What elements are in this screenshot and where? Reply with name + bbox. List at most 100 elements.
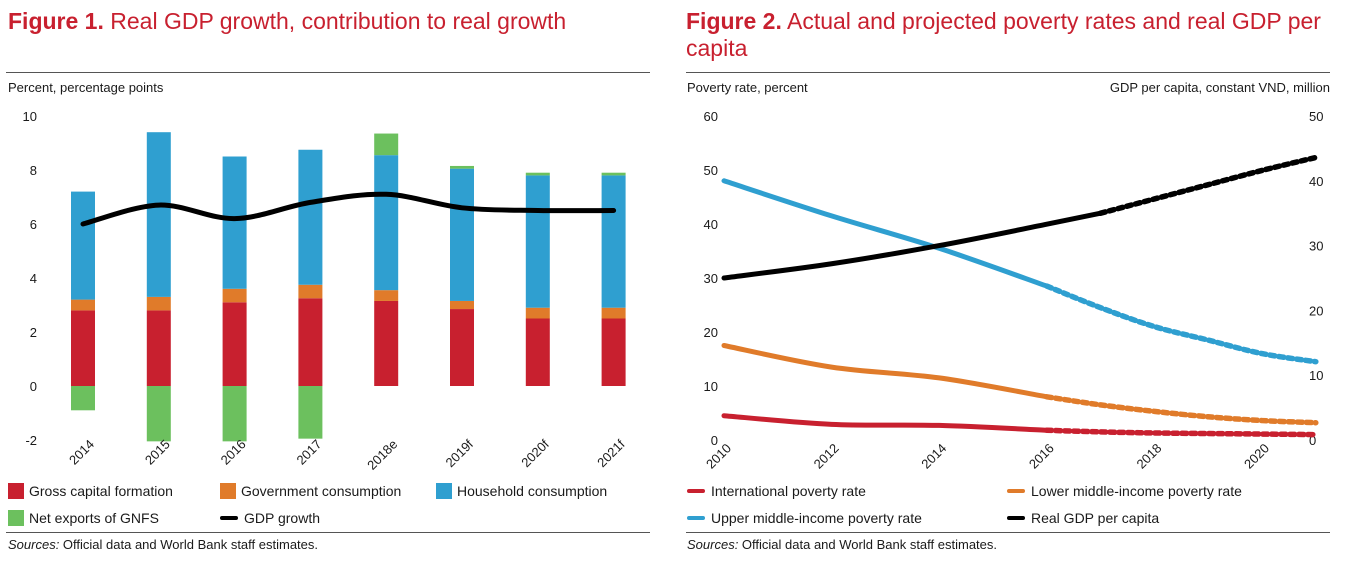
left-y-tick-label: 60 bbox=[704, 109, 718, 124]
figure-2-left-axis-label: Poverty rate, percent bbox=[687, 80, 808, 95]
x-tick-label: 2018e bbox=[364, 437, 400, 473]
y-tick-label: 10 bbox=[23, 109, 37, 124]
bar-household-consumption-2021f bbox=[601, 175, 626, 308]
bar-gross-capital-formation-2016 bbox=[222, 302, 247, 386]
legend-upper-middle-income-poverty-rate: Upper middle-income poverty rate bbox=[687, 510, 922, 526]
legend-gross-capital-formation: Gross capital formation bbox=[8, 483, 173, 499]
y-tick-label: 4 bbox=[30, 271, 37, 286]
line-international-poverty-rate-actual bbox=[721, 413, 1050, 433]
legend-label-household-consumption: Household consumption bbox=[457, 483, 608, 499]
left-y-tick-label: 50 bbox=[704, 163, 718, 178]
legend-swatch-gross-capital-formation bbox=[8, 483, 24, 499]
right-y-tick-label: 0 bbox=[1309, 433, 1316, 448]
figure-2-title-text: Actual and projected poverty rates and r… bbox=[686, 8, 1321, 61]
bar-household-consumption-2018e bbox=[374, 155, 399, 291]
legend-label-real-gdp-per-capita: Real GDP per capita bbox=[1031, 510, 1160, 526]
legend-swatch-lower-middle-income-poverty-rate bbox=[1007, 489, 1025, 493]
figure-1-sources-label: Sources: bbox=[8, 537, 60, 552]
x-tick-label: 2017 bbox=[293, 437, 324, 468]
gdp-growth-line bbox=[80, 191, 617, 227]
figure-2-sources-label: Sources: bbox=[687, 537, 739, 552]
figure-2-sources: Sources: Official data and World Bank st… bbox=[687, 537, 997, 552]
y-tick-label: 2 bbox=[30, 325, 37, 340]
figure-1-y-axis-label: Percent, percentage points bbox=[8, 80, 164, 95]
bar-gross-capital-formation-2020f bbox=[525, 318, 550, 386]
figure-1-title-number: Figure 1. bbox=[8, 8, 104, 34]
x-tick-label: 2016 bbox=[1026, 441, 1057, 472]
legend-net-exports: Net exports of GNFS bbox=[8, 510, 159, 526]
bar-gross-capital-formation-2015 bbox=[146, 310, 171, 386]
right-y-tick-label: 20 bbox=[1309, 303, 1323, 318]
line-lower-middle-income-poverty-rate-actual bbox=[721, 343, 1050, 400]
legend-swatch-household-consumption bbox=[436, 483, 452, 499]
bar-government-consumption-2014 bbox=[71, 299, 95, 311]
bar-net-exports-of-gnfs-2014 bbox=[71, 386, 95, 411]
bar-government-consumption-2015 bbox=[146, 296, 171, 311]
legend-swatch-gdp-growth bbox=[220, 516, 238, 520]
legend-international-poverty-rate: International poverty rate bbox=[687, 483, 866, 499]
legend-government-consumption: Government consumption bbox=[220, 483, 401, 499]
bar-net-exports-of-gnfs-2016 bbox=[222, 386, 247, 442]
figure-1-title-text: Real GDP growth, contribution to real gr… bbox=[103, 8, 567, 34]
bar-gross-capital-formation-2019f bbox=[450, 309, 474, 386]
x-tick-label: 2018 bbox=[1133, 441, 1164, 472]
line-international-poverty-rate-projected bbox=[1044, 427, 1319, 438]
legend-label-gross-capital-formation: Gross capital formation bbox=[29, 483, 173, 499]
x-tick-label: 2010 bbox=[703, 441, 734, 472]
line-upper-middle-income-poverty-rate-actual bbox=[721, 178, 1050, 289]
figure-1-sources-text: Official data and World Bank staff estim… bbox=[59, 537, 318, 552]
legend-label-upper-middle-income-poverty-rate: Upper middle-income poverty rate bbox=[711, 510, 922, 526]
figure-2-title-number: Figure 2. bbox=[686, 8, 782, 34]
bar-net-exports-of-gnfs-2021f bbox=[601, 172, 626, 176]
x-tick-label: 2020f bbox=[518, 436, 552, 470]
right-y-tick-label: 50 bbox=[1309, 109, 1323, 124]
left-y-tick-label: 30 bbox=[704, 271, 718, 286]
legend-gdp-growth: GDP growth bbox=[220, 510, 320, 526]
legend-label-international-poverty-rate: International poverty rate bbox=[711, 483, 866, 499]
figure-2-top-rule bbox=[686, 72, 1330, 73]
bar-government-consumption-2016 bbox=[222, 288, 247, 303]
line-upper-middle-income-poverty-rate-projected bbox=[1044, 283, 1319, 365]
bar-gross-capital-formation-2021f bbox=[601, 318, 626, 386]
x-tick-label: 2012 bbox=[811, 441, 842, 472]
bar-net-exports-of-gnfs-2020f bbox=[525, 172, 550, 176]
line-real-gdp-per-capita-projected bbox=[1097, 154, 1319, 216]
bar-government-consumption-2018e bbox=[374, 290, 399, 301]
figure-2-title: Figure 2. Actual and projected poverty r… bbox=[686, 8, 1336, 62]
right-y-tick-label: 10 bbox=[1309, 368, 1323, 383]
x-tick-label: 2021f bbox=[594, 436, 628, 470]
x-tick-label: 2019f bbox=[443, 436, 477, 470]
bar-gross-capital-formation-2017 bbox=[298, 298, 323, 386]
left-y-tick-label: 40 bbox=[704, 217, 718, 232]
figure-1-top-rule bbox=[6, 72, 650, 73]
y-tick-label: 6 bbox=[30, 217, 37, 232]
left-y-tick-label: 10 bbox=[704, 379, 718, 394]
bar-net-exports-of-gnfs-2015 bbox=[146, 386, 171, 442]
legend-household-consumption: Household consumption bbox=[436, 483, 607, 499]
bar-government-consumption-2017 bbox=[298, 284, 323, 299]
figure-1-sources: Sources: Official data and World Bank st… bbox=[8, 537, 318, 552]
bar-government-consumption-2020f bbox=[525, 307, 550, 319]
bar-gross-capital-formation-2014 bbox=[71, 310, 95, 386]
bar-net-exports-of-gnfs-2018e bbox=[374, 133, 399, 156]
right-y-tick-label: 30 bbox=[1309, 239, 1323, 254]
legend-swatch-upper-middle-income-poverty-rate bbox=[687, 516, 705, 520]
legend-swatch-international-poverty-rate bbox=[687, 489, 705, 493]
legend-label-gdp-growth: GDP growth bbox=[244, 510, 320, 526]
y-tick-label: 0 bbox=[30, 379, 37, 394]
bar-government-consumption-2021f bbox=[601, 307, 626, 319]
figure-2-chart: 0 10 20 30 40 50 60 0 10 20 30 40 50 2010 2012 2014 2016… bbox=[703, 109, 1323, 472]
figure-1-title: Figure 1. Real GDP growth, contribution … bbox=[8, 8, 566, 35]
line-real-gdp-per-capita-actual bbox=[721, 210, 1104, 281]
legend-swatch-net-exports bbox=[8, 510, 24, 526]
x-tick-label: 2020 bbox=[1241, 441, 1272, 472]
legend-lower-middle-income-poverty-rate: Lower middle-income poverty rate bbox=[1007, 483, 1242, 499]
figure-2-panel: Figure 2. Actual and projected poverty r… bbox=[682, 0, 1354, 564]
left-y-tick-label: 0 bbox=[711, 433, 718, 448]
legend-swatch-real-gdp-per-capita bbox=[1007, 516, 1025, 520]
legend-label-net-exports: Net exports of GNFS bbox=[29, 510, 159, 526]
bar-gross-capital-formation-2018e bbox=[374, 300, 399, 386]
bar-household-consumption-2016 bbox=[222, 156, 247, 289]
bar-household-consumption-2020f bbox=[525, 175, 550, 308]
